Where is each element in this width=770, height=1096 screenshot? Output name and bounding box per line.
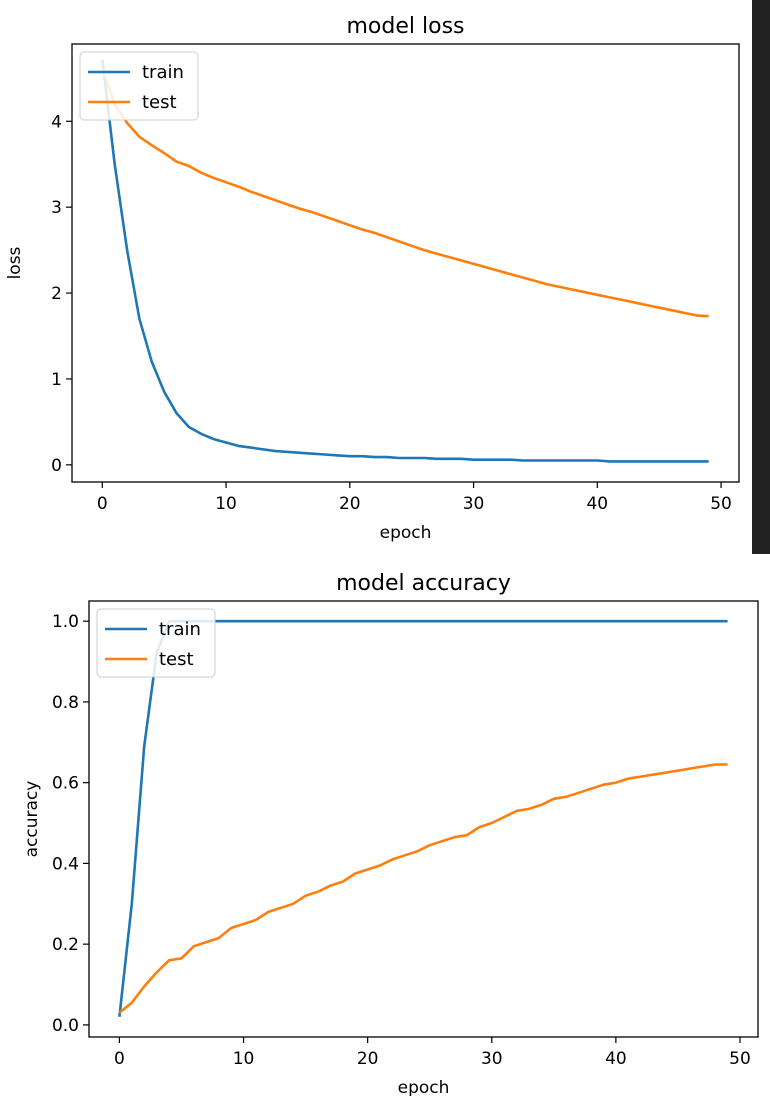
chart1-series-test-line (101, 69, 709, 318)
chart2-series-train-line (118, 619, 728, 1017)
chart1-ytick-label: 2 (51, 284, 62, 304)
chart1-ylabel: loss (5, 246, 25, 279)
chart2-xtick-label: 30 (481, 1049, 503, 1069)
chart1-axes-frame (71, 43, 740, 483)
chart2-xtick-label: 0 (114, 1049, 125, 1069)
chart1-legend-label-test: test (142, 92, 177, 113)
chart1-xtick-label: 40 (586, 494, 608, 514)
chart2-xtick-label: 10 (233, 1049, 255, 1069)
chart1-legend: train test (79, 51, 199, 121)
chart1: model loss 0 10 20 30 40 50 0 1 2 3 4 epoch loss train… (5, 14, 740, 543)
chart1-title: model loss (347, 14, 465, 39)
chart1-xtick-label: 30 (463, 494, 485, 514)
chart2: model accuracy 0 10 20 30 40 50 0.0 0.2 0.4 0.6 0.8… (22, 571, 759, 1096)
chart1-ytick-label: 1 (51, 370, 62, 390)
chart1-xtick-label: 10 (215, 494, 237, 514)
chart1-ytick-label: 0 (51, 456, 62, 476)
chart2-ytick-label: 1.0 (52, 612, 79, 632)
chart2-ytick-label: 0.4 (52, 854, 79, 874)
chart1-xtick-label: 20 (339, 494, 361, 514)
chart2-ytick-label: 0.0 (52, 1016, 79, 1036)
chart2-axes-frame (88, 600, 759, 1038)
chart2-legend: train test (96, 608, 216, 678)
chart2-xlabel: epoch (398, 1078, 450, 1096)
chart2-xtick-label: 50 (729, 1049, 751, 1069)
chart1-xtick-label: 0 (97, 494, 108, 514)
chart2-ylabel: accuracy (22, 781, 42, 858)
chart2-ytick-label: 0.2 (52, 935, 79, 955)
chart2-ytick-label: 0.6 (52, 774, 79, 794)
chart1-ytick-label: 3 (51, 198, 62, 218)
chart2-legend-label-train: train (159, 619, 201, 640)
chart1-series-train-line (101, 59, 709, 463)
chart2-legend-label-test: test (159, 649, 194, 670)
chart2-series-test-line (118, 763, 728, 1014)
chart2-ytick-label: 0.8 (52, 693, 79, 713)
chart2-xtick-label: 20 (357, 1049, 379, 1069)
scrollbar[interactable] (752, 0, 770, 554)
chart1-xtick-label: 50 (710, 494, 732, 514)
chart1-xlabel: epoch (380, 523, 432, 543)
chart2-xtick-label: 40 (605, 1049, 627, 1069)
chart1-ytick-label: 4 (51, 112, 62, 132)
chart2-title: model accuracy (336, 571, 511, 596)
chart1-legend-label-train: train (142, 62, 184, 83)
